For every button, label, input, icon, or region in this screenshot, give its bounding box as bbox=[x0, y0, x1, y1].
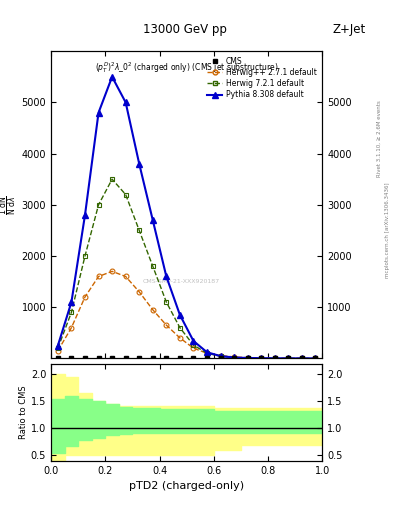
Legend: CMS, Herwig++ 2.7.1 default, Herwig 7.2.1 default, Pythia 8.308 default: CMS, Herwig++ 2.7.1 default, Herwig 7.2.… bbox=[204, 53, 320, 102]
Y-axis label: $\frac{1}{\mathrm{N}}\frac{\mathrm{d}\mathrm{N}}{\mathrm{d}\lambda}$: $\frac{1}{\mathrm{N}}\frac{\mathrm{d}\ma… bbox=[0, 195, 19, 215]
Y-axis label: Ratio to CMS: Ratio to CMS bbox=[19, 386, 28, 439]
Text: $(p_T^D)^2\lambda\_0^2$ (charged only) (CMS jet substructure): $(p_T^D)^2\lambda\_0^2$ (charged only) (… bbox=[95, 60, 279, 75]
X-axis label: pTD2 (charged-only): pTD2 (charged-only) bbox=[129, 481, 244, 491]
Text: mcplots.cern.ch [arXiv:1306.3436]: mcplots.cern.ch [arXiv:1306.3436] bbox=[385, 183, 389, 278]
Text: 13000 GeV pp: 13000 GeV pp bbox=[143, 23, 227, 36]
Text: Z+Jet: Z+Jet bbox=[332, 23, 365, 36]
Text: Rivet 3.1.10, ≥ 2.6M events: Rivet 3.1.10, ≥ 2.6M events bbox=[377, 100, 382, 177]
Text: CMS-SMP-21-XXX920187: CMS-SMP-21-XXX920187 bbox=[143, 279, 220, 284]
